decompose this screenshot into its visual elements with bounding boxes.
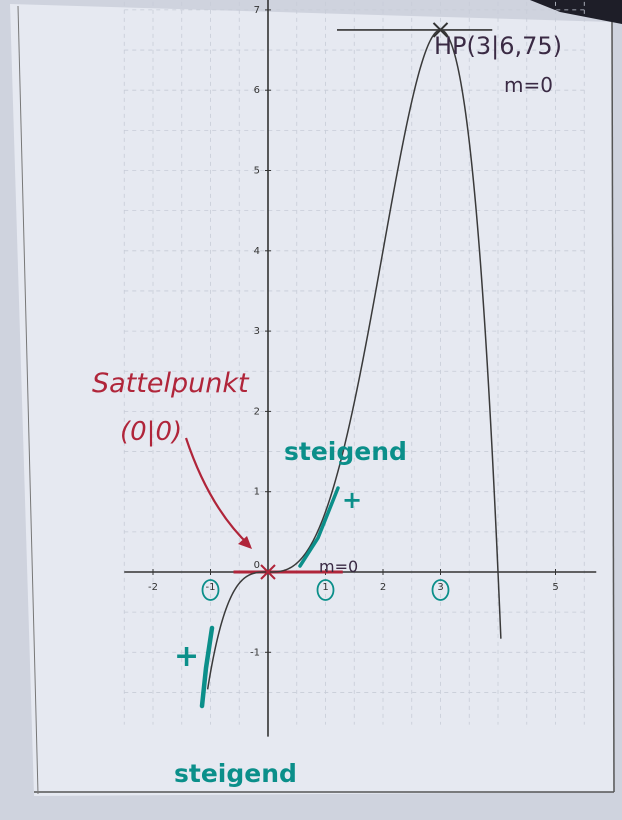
paper-border-right	[611, 21, 615, 793]
saddle-arrow	[184, 437, 251, 547]
y-tick-label: 2	[254, 406, 260, 417]
axes	[124, 0, 597, 737]
saddle-arrow-head	[238, 536, 252, 549]
x-tick-label: 2	[380, 582, 386, 593]
x-tick-circle	[316, 579, 335, 601]
grid	[123, 0, 585, 725]
y-tick-label: 7	[254, 5, 260, 16]
paper-border-left	[17, 5, 39, 795]
maximum-point-marker	[432, 22, 449, 38]
x-tick-label: -2	[148, 582, 158, 593]
x-tick-label: -1	[206, 582, 216, 593]
y-tick-label: 5	[254, 166, 260, 177]
curve-group	[206, 29, 502, 690]
max-label: HP(3|6,75)	[434, 32, 562, 60]
x-tick-label: 5	[552, 582, 558, 593]
y-tick-label: 3	[254, 326, 260, 337]
y-tick-label: 6	[254, 85, 260, 96]
teal-highlight-left	[199, 625, 215, 709]
x-tick-circle	[431, 579, 450, 601]
y-tick-label: 4	[254, 246, 260, 257]
teal-highlight-right	[298, 486, 340, 568]
saddle-slope-label: m=0	[319, 557, 358, 576]
x-tick-label: 1	[322, 582, 328, 593]
x-tick-labels: -2 -1 1 2 3 5	[148, 569, 559, 593]
circled-x-ticks	[201, 579, 450, 601]
y-tick-label: 1	[254, 487, 260, 498]
plus-right-label: +	[342, 486, 362, 514]
origin-label: 0	[254, 560, 260, 571]
saddle-title: Sattelpunkt	[92, 368, 250, 399]
y-tick-label: -1	[250, 647, 260, 658]
steigend-right-label: steigend	[284, 437, 407, 466]
saddle-point-marker	[260, 564, 276, 580]
y-tick-labels: -1 1 2 3 4 5 6 7 0	[250, 5, 271, 658]
saddle-coords: (0|0)	[120, 417, 182, 447]
plus-left-label: +	[174, 639, 199, 674]
dark-corner	[530, 0, 622, 24]
paper-sheet	[10, 4, 614, 796]
x-tick-circle	[201, 579, 220, 601]
steigend-bottom-label: steigend	[174, 759, 297, 788]
x-tick-label: 3	[437, 582, 443, 593]
tangent-lines	[233, 29, 493, 574]
function-curve	[206, 29, 502, 690]
max-slope-label: m=0	[504, 73, 553, 97]
special-point-markers	[260, 22, 449, 580]
